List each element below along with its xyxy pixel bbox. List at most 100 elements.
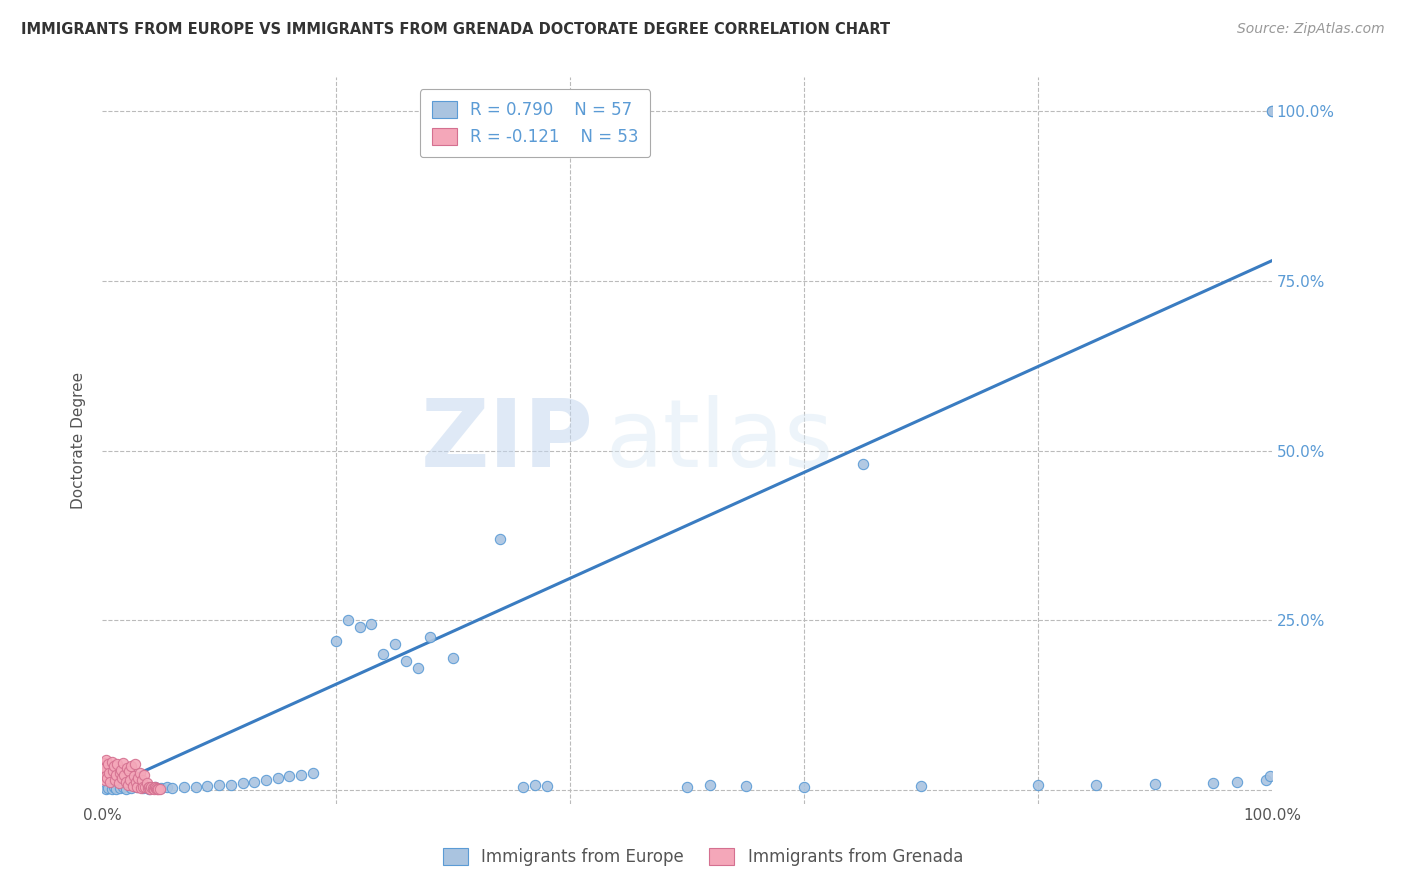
Point	[148, 781, 170, 796]
Point	[93, 756, 115, 770]
Point	[131, 772, 153, 787]
Point	[112, 756, 135, 770]
Point	[100, 755, 122, 769]
Point	[536, 779, 558, 793]
Point	[97, 757, 120, 772]
Point	[301, 766, 323, 780]
Point	[441, 650, 464, 665]
Point	[489, 532, 512, 546]
Point	[197, 779, 219, 793]
Point	[1258, 769, 1281, 783]
Point	[122, 769, 145, 783]
Point	[145, 780, 167, 795]
Point	[232, 776, 254, 790]
Point	[132, 780, 155, 795]
Text: Source: ZipAtlas.com: Source: ZipAtlas.com	[1237, 22, 1385, 37]
Text: ZIP: ZIP	[420, 394, 593, 486]
Y-axis label: Doctorate Degree: Doctorate Degree	[72, 372, 86, 509]
Point	[103, 780, 125, 794]
Text: atlas: atlas	[605, 394, 834, 486]
Point	[129, 780, 152, 795]
Point	[91, 759, 114, 773]
Point	[101, 764, 124, 778]
Point	[512, 780, 534, 794]
Point	[132, 780, 155, 794]
Point	[243, 775, 266, 789]
Point	[103, 759, 125, 773]
Point	[1143, 777, 1166, 791]
Point	[208, 778, 231, 792]
Legend: R = 0.790    N = 57, R = -0.121    N = 53: R = 0.790 N = 57, R = -0.121 N = 53	[420, 89, 650, 157]
Point	[105, 768, 128, 782]
Point	[1026, 778, 1049, 792]
Point	[142, 781, 165, 796]
Point	[120, 772, 142, 787]
Point	[114, 775, 136, 789]
Point	[100, 782, 122, 797]
Point	[384, 637, 406, 651]
Point	[851, 457, 873, 471]
Point	[138, 780, 160, 794]
Point	[107, 776, 129, 790]
Point	[148, 782, 170, 797]
Point	[127, 780, 149, 795]
Point	[360, 616, 382, 631]
Point	[793, 780, 815, 794]
Point	[162, 780, 184, 795]
Point	[114, 768, 136, 782]
Point	[111, 771, 134, 785]
Point	[100, 775, 122, 789]
Point	[112, 780, 135, 795]
Point	[94, 761, 117, 775]
Point	[146, 781, 169, 796]
Point	[139, 781, 162, 796]
Point	[94, 769, 117, 783]
Point	[349, 620, 371, 634]
Point	[155, 780, 177, 794]
Point	[149, 780, 172, 795]
Point	[699, 778, 721, 792]
Point	[96, 752, 118, 766]
Point	[93, 772, 115, 787]
Point	[910, 779, 932, 793]
Point	[676, 780, 699, 794]
Point	[127, 771, 149, 785]
Text: IMMIGRANTS FROM EUROPE VS IMMIGRANTS FROM GRENADA DOCTORATE DEGREE CORRELATION C: IMMIGRANTS FROM EUROPE VS IMMIGRANTS FRO…	[21, 22, 890, 37]
Point	[1254, 772, 1277, 787]
Point	[105, 781, 128, 796]
Point	[336, 613, 359, 627]
Point	[138, 781, 160, 796]
Point	[108, 780, 131, 795]
Point	[290, 768, 312, 782]
Point	[96, 771, 118, 785]
Point	[134, 780, 156, 795]
Point	[734, 779, 756, 793]
Point	[254, 772, 277, 787]
Point	[371, 648, 394, 662]
Point	[524, 778, 547, 792]
Point	[141, 780, 163, 795]
Point	[115, 761, 138, 775]
Point	[125, 775, 148, 789]
Point	[120, 759, 142, 773]
Point	[143, 780, 166, 795]
Point	[104, 772, 127, 787]
Point	[108, 766, 131, 780]
Point	[128, 766, 150, 780]
Point	[135, 776, 157, 790]
Point	[118, 764, 141, 778]
Point	[1085, 778, 1108, 792]
Point	[266, 771, 288, 785]
Point	[120, 780, 142, 795]
Point	[136, 780, 159, 795]
Point	[93, 764, 115, 778]
Point	[97, 780, 120, 795]
Point	[184, 780, 207, 794]
Point	[117, 778, 139, 792]
Point	[173, 780, 195, 795]
Point	[406, 661, 429, 675]
Point	[395, 654, 418, 668]
Point	[121, 779, 143, 793]
Point	[107, 757, 129, 772]
Point	[94, 781, 117, 796]
